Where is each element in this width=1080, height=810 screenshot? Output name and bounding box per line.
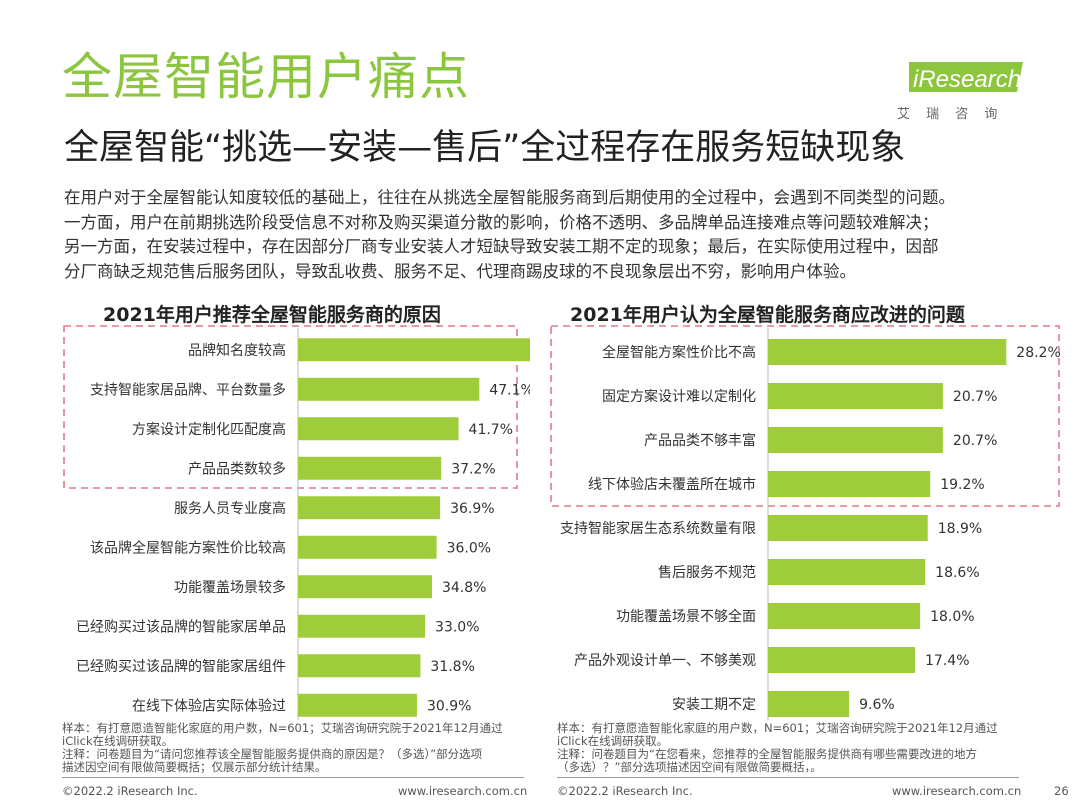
bar <box>298 535 437 559</box>
bar <box>768 559 926 585</box>
bar-row: 已经购买过该品牌的智能家居单品 33.0% <box>76 614 480 638</box>
value-label: 28.2% <box>1016 345 1060 361</box>
category-label: 安装工期不定 <box>672 697 756 713</box>
bar <box>298 575 432 599</box>
category-label: 功能覆盖场景不够全面 <box>616 608 756 625</box>
footer-url-right: www.iresearch.com.cn <box>892 784 1022 798</box>
footer-url-left: www.iresearch.com.cn <box>398 784 528 798</box>
bar <box>768 691 850 717</box>
chart-title-left: 2021年用户推荐全屋智能服务商的原因 <box>103 304 441 326</box>
value-label: 18.6% <box>935 565 979 581</box>
value-label: 33.0% <box>435 619 479 635</box>
bar <box>298 456 442 480</box>
value-label: 17.4% <box>925 653 969 669</box>
bar-row: 产品品类不够丰富 20.7% <box>644 427 997 453</box>
bar-row: 售后服务不规范 18.6% <box>658 559 980 585</box>
value-label: 18.9% <box>938 521 982 537</box>
svg-text:iResearch: iResearch <box>913 66 1021 93</box>
value-label: 41.7% <box>469 422 513 438</box>
category-label: 固定方案设计难以定制化 <box>602 388 756 405</box>
category-label: 服务人员专业度高 <box>174 500 286 517</box>
note-right: 样本：有打意愿造智能化家庭的用户数，N=601；艾瑞咨询研究院于2021年12月… <box>557 721 998 774</box>
bar <box>298 693 417 717</box>
value-label: 9.6% <box>859 697 895 713</box>
category-label: 产品外观设计单一、不够美观 <box>574 653 756 669</box>
bar-row: 安装工期不定 9.6% <box>672 691 895 717</box>
bar-row: 产品品类数较多 37.2% <box>188 456 496 480</box>
value-label: 20.7% <box>953 433 997 449</box>
bar-row: 产品外观设计单一、不够美观 17.4% <box>574 647 970 673</box>
value-label: 18.0% <box>930 609 974 625</box>
bar-row: 全屋智能方案性价比不高 28.2% <box>602 339 1061 365</box>
bar-chart-improvement-issues: 全屋智能方案性价比不高 28.2%固定方案设计难以定制化 20.7%产品品类不够丰富… <box>550 325 1061 720</box>
bar <box>298 338 530 362</box>
bar-row: 方案设计定制化匹配度高 41.7% <box>132 417 513 441</box>
value-label: 30.9% <box>427 698 471 714</box>
bar <box>768 647 916 673</box>
bar-row: 品牌知名度较高61.3% <box>188 338 530 362</box>
value-label: 34.8% <box>442 580 486 596</box>
value-label: 36.0% <box>447 540 491 556</box>
page-number: 26 <box>1054 784 1069 798</box>
bar <box>298 496 441 520</box>
category-label: 品牌知名度较高 <box>188 342 286 359</box>
note-left: 样本：有打意愿造智能化家庭的用户数，N=601；艾瑞咨询研究院于2021年12月… <box>62 721 503 774</box>
bar <box>298 377 480 401</box>
chart-title-right: 2021年用户认为全屋智能服务商应改进的问题 <box>570 304 965 326</box>
footer-copyright-left: ©2022.2 iResearch Inc. <box>62 784 198 798</box>
category-label: 已经购买过该品牌的智能家居单品 <box>76 618 286 635</box>
bar <box>768 427 943 453</box>
value-label: 37.2% <box>451 461 495 477</box>
footer-divider-right <box>557 777 1019 778</box>
bar-row: 该品牌全屋智能方案性价比较高 36.0% <box>90 535 491 559</box>
bar <box>768 471 931 497</box>
slide-subtitle: 全屋智能“挑选—安装—售后”全过程存在服务短缺现象 <box>64 128 906 168</box>
category-label: 该品牌全屋智能方案性价比较高 <box>90 539 286 556</box>
category-label: 支持智能家居生态系统数量有限 <box>560 520 756 537</box>
category-label: 线下体验店未覆盖所在城市 <box>588 476 756 493</box>
bar-row: 线下体验店未覆盖所在城市 19.2% <box>588 471 985 497</box>
value-label: 20.7% <box>953 389 997 405</box>
category-label: 支持智能家居品牌、平台数量多 <box>90 381 286 398</box>
category-label: 已经购买过该品牌的智能家居组件 <box>76 658 286 675</box>
bar-row: 已经购买过该品牌的智能家居组件 31.8% <box>76 654 475 678</box>
bar-row: 功能覆盖场景不够全面 18.0% <box>616 603 975 629</box>
highlight-box <box>63 325 518 489</box>
footer-copyright-right: ©2022.2 iResearch Inc. <box>557 784 693 798</box>
bar-row: 支持智能家居生态系统数量有限 18.9% <box>560 515 982 541</box>
value-label: 31.8% <box>430 659 474 675</box>
category-label: 售后服务不规范 <box>658 564 756 581</box>
footer-divider-left <box>62 777 524 778</box>
value-label: 47.1% <box>489 382 530 398</box>
body-paragraph: 在用户对于全屋智能认知度较低的基础上，往往在从挑选全屋智能服务商到后期使用的全过… <box>64 188 955 281</box>
bar <box>298 614 426 638</box>
bar <box>768 603 921 629</box>
bar-row: 支持智能家居品牌、平台数量多 47.1% <box>90 377 530 401</box>
bar-row: 固定方案设计难以定制化 20.7% <box>602 383 997 409</box>
bar <box>768 383 943 409</box>
value-label: 36.9% <box>450 501 494 517</box>
bar-row: 功能覆盖场景较多 34.8% <box>174 575 486 599</box>
bar-row: 在线下体验店实际体验过 30.9% <box>132 693 471 717</box>
iresearch-logo: iResearch 艾 瑞 咨 询 <box>897 62 1023 122</box>
category-label: 在线下体验店实际体验过 <box>132 698 286 714</box>
category-label: 产品品类不够丰富 <box>644 432 756 449</box>
value-label: 19.2% <box>940 477 984 493</box>
category-label: 方案设计定制化匹配度高 <box>132 421 286 438</box>
bar <box>298 654 421 678</box>
logo-cn-text: 艾 瑞 咨 询 <box>897 107 1003 122</box>
category-label: 功能覆盖场景较多 <box>174 579 286 596</box>
bar-row: 服务人员专业度高 36.9% <box>174 496 495 520</box>
category-label: 全屋智能方案性价比不高 <box>602 344 756 361</box>
bar <box>768 515 928 541</box>
highlight-box <box>550 325 1060 507</box>
bar-chart-recommend-reasons: 品牌知名度较高61.3% 支持智能家居品牌、平台数量多 47.1% 方案设计定制化匹配… <box>63 325 530 720</box>
category-label: 产品品类数较多 <box>188 460 286 477</box>
bar <box>768 339 1007 365</box>
slide-title: 全屋智能用户痛点 <box>62 48 470 106</box>
bar <box>298 417 459 441</box>
